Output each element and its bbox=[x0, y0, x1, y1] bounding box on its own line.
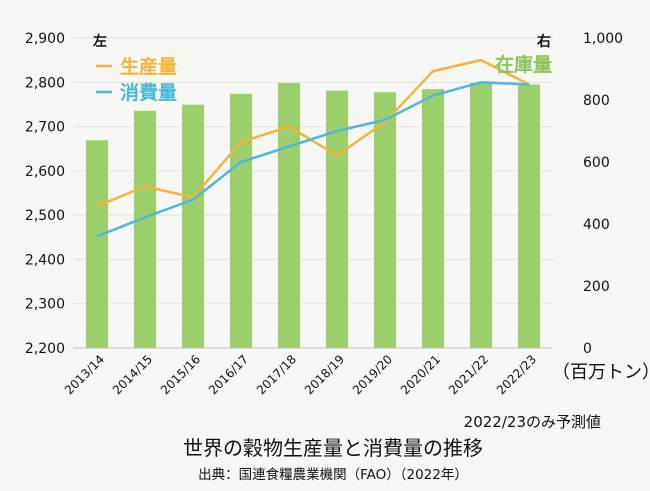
right-tick-label: 800 bbox=[583, 93, 610, 109]
source-note: 出典：国連食糧農業機関（FAO）（2022年） bbox=[198, 466, 468, 483]
left-axis-label: 左 bbox=[92, 33, 107, 50]
right-tick-label: 1,000 bbox=[583, 31, 623, 47]
left-tick-label: 2,600 bbox=[25, 164, 65, 180]
left-tick-label: 2,300 bbox=[25, 297, 65, 313]
left-tick-label: 2,800 bbox=[25, 75, 65, 91]
category-label: 2020/21 bbox=[398, 352, 443, 397]
left-tick-label: 2,900 bbox=[25, 31, 65, 47]
stock-bar bbox=[181, 104, 205, 349]
category-label: 2019/20 bbox=[350, 352, 395, 397]
legend: 生産量 消費量 在庫量 bbox=[96, 53, 552, 104]
stock-bar bbox=[85, 140, 109, 348]
category-label: 2015/16 bbox=[158, 352, 203, 397]
category-label: 2017/18 bbox=[254, 352, 299, 397]
forecast-note: 2022/23のみ予測値 bbox=[464, 413, 601, 431]
stock-bars bbox=[85, 82, 541, 349]
left-tick-label: 2,700 bbox=[25, 120, 65, 136]
right-tick-label: 200 bbox=[583, 279, 610, 295]
stock-bar bbox=[277, 82, 301, 348]
category-label: 2022/23 bbox=[494, 352, 539, 397]
category-label: 2018/19 bbox=[302, 352, 347, 397]
stock-bar bbox=[517, 84, 541, 348]
category-label: 2014/15 bbox=[110, 352, 155, 397]
legend-consumption-label: 消費量 bbox=[120, 81, 177, 104]
category-label: 2013/14 bbox=[62, 352, 107, 397]
right-tick-label: 0 bbox=[583, 341, 592, 357]
left-tick-label: 2,500 bbox=[25, 208, 65, 224]
stock-bar bbox=[469, 82, 493, 348]
legend-stock-label: 在庫量 bbox=[495, 53, 552, 76]
right-axis-label: 右 bbox=[536, 33, 551, 50]
left-tick-label: 2,400 bbox=[25, 252, 65, 268]
stock-bar bbox=[133, 110, 157, 348]
stock-bar bbox=[325, 90, 349, 348]
left-tick-label: 2,200 bbox=[25, 341, 65, 357]
right-tick-label: 400 bbox=[583, 217, 610, 233]
production-line bbox=[96, 58, 530, 208]
chart-title: 世界の穀物生産量と消費量の推移 bbox=[183, 436, 483, 460]
legend-production-label: 生産量 bbox=[120, 55, 177, 78]
category-label: 2016/17 bbox=[206, 352, 251, 397]
series-lines bbox=[96, 58, 530, 238]
stock-bar bbox=[421, 89, 445, 349]
category-label: 2021/22 bbox=[446, 352, 491, 397]
consumption-line bbox=[96, 81, 530, 238]
unit-label: （百万トン） bbox=[552, 362, 650, 383]
right-tick-label: 600 bbox=[583, 155, 610, 171]
stock-bar bbox=[229, 93, 253, 348]
stock-bar bbox=[373, 92, 397, 348]
